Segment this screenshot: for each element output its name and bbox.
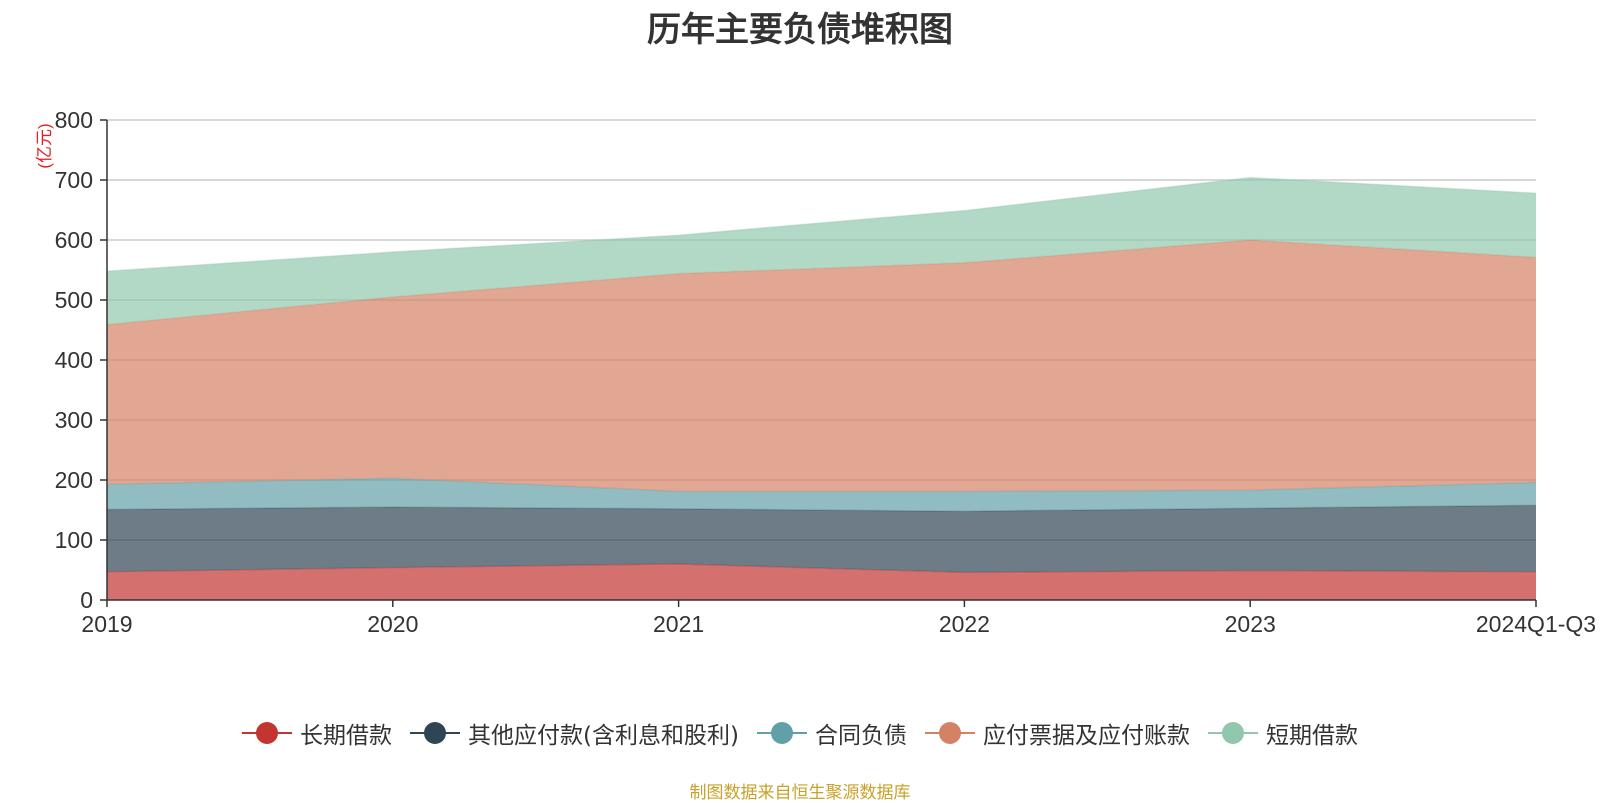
x-tick-label: 2024Q1-Q3 (1476, 611, 1596, 637)
legend-marker-icon (1207, 721, 1258, 745)
data-source-note: 制图数据来自恒生聚源数据库 (689, 783, 911, 803)
legend-label: 合同负债 (814, 723, 907, 749)
area-series-2[interactable] (107, 478, 1536, 512)
y-tick-label: 800 (55, 107, 93, 133)
x-tick-label: 2019 (81, 611, 132, 637)
area-series-3[interactable] (107, 240, 1536, 492)
chart-title: 历年主要负债堆积图 (647, 10, 953, 50)
legend-marker-icon (756, 721, 807, 745)
area-series-line-4 (106, 176, 1537, 272)
legend-item-3[interactable]: 应付票据及应付账款 (924, 716, 1190, 750)
area-series-4[interactable] (107, 177, 1536, 325)
x-tick-label: 2022 (939, 611, 990, 637)
area-series-1[interactable] (107, 505, 1536, 573)
y-tick-label: 500 (55, 287, 93, 313)
y-tick-label: 600 (55, 227, 93, 253)
legend-marker-icon (924, 721, 975, 745)
legend-item-1[interactable]: 其他应付款(含利息和股利) (410, 716, 739, 750)
legend-label: 长期借款 (300, 723, 393, 749)
x-tick-label: 2023 (1225, 611, 1276, 637)
area-series (106, 176, 1537, 600)
legend-label: 其他应付款(含利息和股利) (468, 723, 739, 749)
x-tick-label: 2020 (367, 611, 418, 637)
legend-item-0[interactable]: 长期借款 (242, 716, 392, 750)
y-axis-unit-label: (亿元) (35, 123, 54, 168)
y-tick-label: 200 (55, 467, 93, 493)
y-tick-label: 400 (55, 347, 93, 373)
y-tick-label: 100 (55, 527, 93, 553)
area-series-0[interactable] (107, 564, 1536, 600)
y-tick-label: 700 (55, 167, 93, 193)
legend-item-2[interactable]: 合同负债 (756, 716, 907, 750)
legend-item-4[interactable]: 短期借款 (1207, 716, 1358, 750)
legend-label: 应付票据及应付账款 (982, 723, 1190, 749)
y-tick-label: 0 (80, 587, 93, 613)
legend-label: 短期借款 (1265, 723, 1358, 749)
x-tick-label: 2021 (653, 611, 704, 637)
legend-marker-icon (242, 721, 293, 745)
y-tick-label: 300 (55, 407, 93, 433)
axes: 0 100 200 300 400 500 600 700 800 2019 2020 2021 202… (55, 107, 1596, 637)
legend: 长期借款 其他应付款(含利息和股利) 合同负债 应付票据及应付账款 短期借款 (0, 716, 1600, 750)
legend-marker-icon (410, 721, 461, 745)
